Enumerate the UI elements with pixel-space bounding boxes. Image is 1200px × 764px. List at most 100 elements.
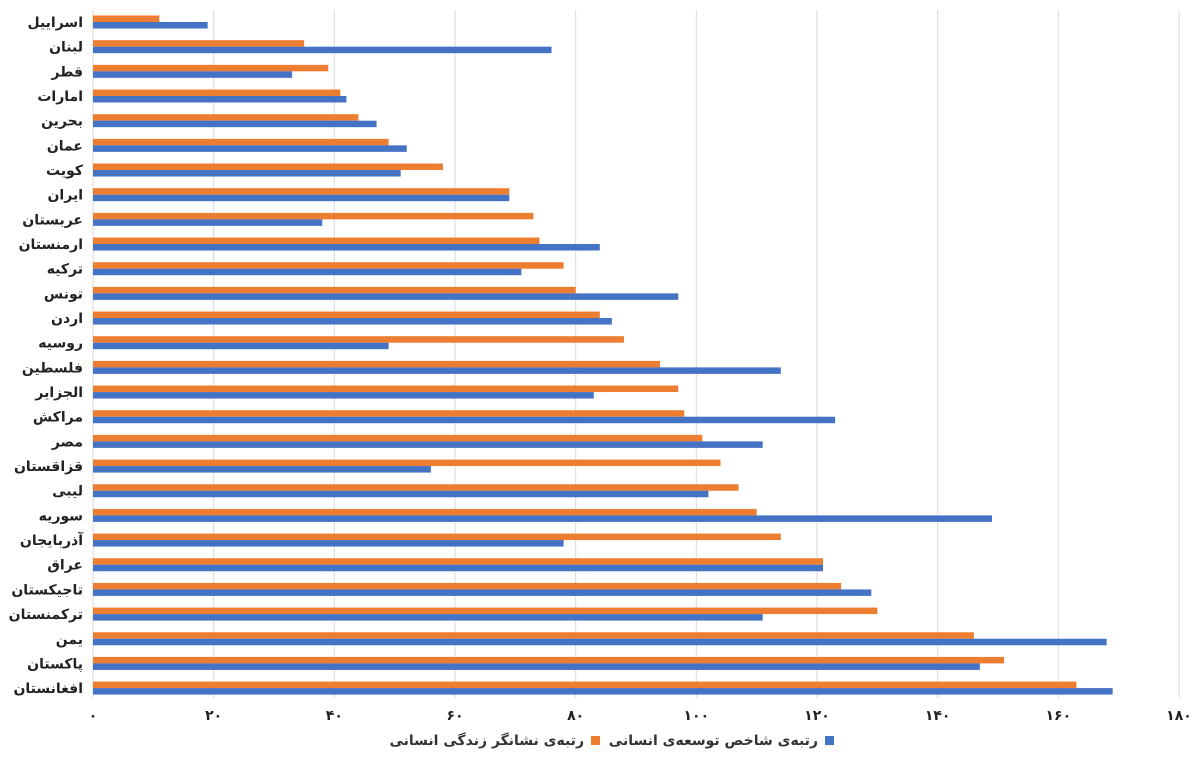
bar-life-index [93, 311, 600, 319]
bar-hdi [93, 540, 564, 547]
category-label: لیبی [52, 484, 83, 500]
bar-life-index [93, 286, 576, 294]
bar-life-index [93, 360, 661, 368]
category-label: فلسطین [22, 360, 83, 376]
bar-life-index [93, 385, 679, 393]
bar-hdi [93, 688, 1113, 695]
bar-hdi [93, 564, 824, 572]
x-tick-label: ۰ [89, 708, 98, 724]
bar-hdi [93, 466, 431, 473]
category-label: عمان [47, 138, 83, 154]
category-label: کویت [46, 163, 84, 179]
bar-life-index [93, 114, 359, 121]
x-tick-label: ۴۰ [326, 708, 343, 724]
category-label: عراق [47, 558, 83, 574]
bar-hdi [93, 614, 763, 621]
bar-life-index [93, 582, 842, 590]
category-label: مصر [51, 434, 83, 450]
category-label: ترکمنستان [9, 607, 83, 623]
category-label: ترکیه [47, 262, 83, 278]
category-label: عربستان [22, 212, 83, 228]
category-label: روسیه [38, 336, 83, 352]
legend-swatch-life-index [591, 736, 600, 745]
category-label: آذربایجان [20, 531, 84, 549]
bar-hdi [93, 22, 208, 29]
category-label: بحرین [41, 114, 83, 130]
x-tick-label: ۲۰ [205, 708, 222, 724]
bar-hdi [93, 638, 1107, 646]
bar-life-index [93, 40, 305, 47]
bar-hdi [93, 46, 552, 54]
bar-hdi [93, 589, 872, 596]
bar-hdi [93, 170, 401, 177]
bar-hdi [93, 194, 510, 202]
bar-life-index [93, 336, 624, 343]
bar-hdi [93, 219, 323, 226]
bar-life-index [93, 163, 443, 171]
category-label: قزاقستان [14, 459, 83, 475]
bar-hdi [93, 71, 293, 78]
bar-life-index [93, 188, 510, 195]
bar-life-index [93, 434, 703, 442]
bar-life-index [93, 212, 534, 220]
bar-hdi [93, 293, 679, 300]
bar-life-index [93, 237, 540, 245]
bar-hdi [93, 392, 594, 399]
bar-hdi [93, 367, 781, 374]
bar-life-index [93, 681, 1077, 689]
chart-bars [93, 15, 1113, 695]
bar-life-index [93, 459, 721, 467]
bar-life-index [93, 558, 824, 565]
category-label: تونس [44, 286, 83, 302]
bar-life-index [93, 89, 341, 97]
bar-hdi [93, 268, 522, 276]
category-label: ارمنستان [19, 237, 83, 253]
bar-hdi [93, 244, 600, 251]
bar-hdi [93, 318, 612, 325]
bar-hdi [93, 663, 980, 670]
x-tick-label: ۸۰ [567, 708, 584, 724]
bar-hdi [93, 441, 763, 448]
x-tick-label: ۶۰ [446, 708, 463, 724]
category-label: پاکستان [27, 656, 83, 672]
bar-life-index [93, 64, 329, 72]
bar-hdi [93, 416, 836, 424]
bar-life-index [93, 138, 389, 146]
bar-life-index [93, 15, 160, 22]
bar-hdi [93, 515, 992, 522]
category-label: لبنان [49, 40, 83, 56]
bar-hdi [93, 342, 389, 350]
category-label: امارات [37, 89, 83, 105]
category-label: تاجیکستان [11, 582, 83, 598]
legend-label-life-index: رتبه‌ی نشانگر زندگی انسانی [389, 732, 584, 749]
bar-life-index [93, 410, 685, 417]
category-label: سوریه [39, 508, 83, 524]
category-label: ایران [47, 188, 83, 204]
legend-swatch-hdi [825, 736, 834, 745]
bar-life-index [93, 508, 757, 516]
category-label: مراکش [33, 410, 83, 426]
category-label: اسراییل [27, 15, 83, 31]
bar-life-index [93, 656, 1005, 664]
bar-life-index [93, 632, 974, 639]
category-axis: اسراییل لبنان قطر امارات بحرین عمان کویت ایران ع… [9, 15, 85, 697]
bar-hdi [93, 145, 407, 152]
category-label: الجزایر [34, 385, 83, 401]
legend-label-hdi: رتبه‌ی شاخص توسعه‌ی انسانی [609, 733, 818, 749]
x-tick-label: ۱۴۰ [925, 708, 951, 724]
bar-hdi [93, 490, 709, 498]
bar-hdi [93, 120, 377, 128]
bar-life-index [93, 484, 739, 491]
chart-legend: رتبه‌ی شاخص توسعه‌ی انسانی رتبه‌ی نشانگر … [389, 732, 834, 749]
bar-life-index [93, 533, 781, 541]
category-label: یمن [56, 632, 83, 648]
category-label: افغانستان [13, 681, 83, 697]
x-tick-label: ۱۸۰ [1166, 708, 1192, 724]
category-label: اردن [51, 311, 83, 327]
bar-life-index [93, 262, 564, 269]
x-tick-label: ۱۲۰ [804, 708, 830, 724]
bar-hdi [93, 96, 347, 103]
x-tick-label: ۱۰۰ [684, 708, 710, 724]
category-label: قطر [50, 64, 83, 80]
